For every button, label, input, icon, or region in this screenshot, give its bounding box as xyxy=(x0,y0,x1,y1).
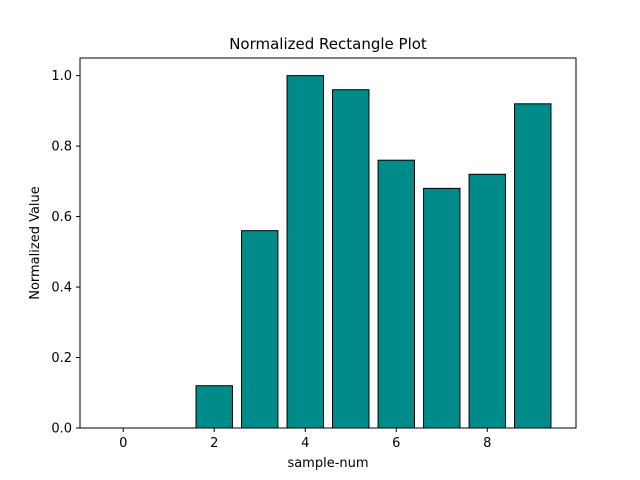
y-tick-label: 0.6 xyxy=(51,210,72,225)
bar-6 xyxy=(377,159,415,429)
x-tick-label: 2 xyxy=(210,436,218,451)
y-tick-label: 0.8 xyxy=(51,140,72,155)
bar-5 xyxy=(332,89,370,429)
bar-2 xyxy=(195,385,233,429)
bar-8 xyxy=(468,173,506,429)
bar-9 xyxy=(514,103,552,429)
y-ticks-group: 0.0 0.2 0.4 0.6 0.8 1.0 xyxy=(51,69,80,437)
bars-group xyxy=(195,75,552,429)
chart-title: Normalized Rectangle Plot xyxy=(229,35,427,53)
bar-3 xyxy=(241,230,279,429)
x-tick-label: 0 xyxy=(119,436,127,451)
y-tick-label: 1.0 xyxy=(51,69,72,84)
x-tick-label: 6 xyxy=(392,436,400,451)
x-tick-label: 8 xyxy=(483,436,491,451)
y-tick-label: 0.0 xyxy=(51,422,72,437)
x-tick-label: 4 xyxy=(301,436,309,451)
plot-frame xyxy=(79,57,577,429)
bar-4 xyxy=(286,75,324,429)
y-tick-label: 0.2 xyxy=(51,351,72,366)
y-tick-label: 0.4 xyxy=(51,281,72,296)
y-axis-label: Normalized Value xyxy=(28,186,43,300)
bar-7 xyxy=(423,187,461,429)
x-axis-label: sample-num xyxy=(287,456,368,471)
x-ticks-group: 0 2 4 6 8 xyxy=(119,428,491,451)
